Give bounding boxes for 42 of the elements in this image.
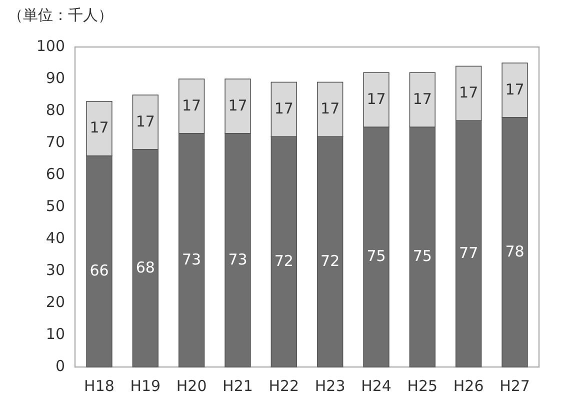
data-label: 17 xyxy=(228,96,248,114)
x-tick-label: H19 xyxy=(130,377,161,395)
data-label: 75 xyxy=(412,247,432,266)
data-label: 17 xyxy=(412,90,432,108)
data-label: 17 xyxy=(90,118,109,137)
data-label: 17 xyxy=(320,99,340,118)
y-tick-label: 40 xyxy=(46,229,65,248)
y-tick-label: 70 xyxy=(46,133,65,152)
x-tick-label: H20 xyxy=(176,377,207,395)
y-tick-label: 0 xyxy=(55,357,65,376)
data-label: 17 xyxy=(182,96,202,114)
y-tick-label: 30 xyxy=(46,261,65,280)
data-label: 72 xyxy=(274,252,294,270)
data-label: 17 xyxy=(366,90,386,108)
data-label: 68 xyxy=(136,258,155,276)
data-label: 66 xyxy=(90,261,109,280)
data-label: 17 xyxy=(274,99,294,118)
x-tick-label: H24 xyxy=(361,377,392,395)
data-label: 75 xyxy=(366,247,386,266)
x-tick-label: H25 xyxy=(407,377,438,395)
y-axis-title: （単位：千人） xyxy=(8,6,113,24)
x-tick-label: H27 xyxy=(500,377,530,395)
x-tick-label: H21 xyxy=(222,377,253,395)
data-label: 17 xyxy=(459,83,478,102)
x-tick-label: H23 xyxy=(314,377,346,395)
y-tick-label: 80 xyxy=(46,101,65,120)
data-label: 73 xyxy=(182,250,202,268)
data-label: 73 xyxy=(228,250,248,268)
y-tick-label: 60 xyxy=(46,165,65,184)
data-label: 72 xyxy=(320,252,340,270)
y-tick-label: 100 xyxy=(36,37,65,56)
y-tick-label: 10 xyxy=(46,325,65,344)
data-label: 78 xyxy=(505,242,524,260)
x-tick-label: H22 xyxy=(268,377,300,395)
data-label: 17 xyxy=(505,80,524,98)
data-label: 17 xyxy=(136,112,155,130)
y-tick-label: 50 xyxy=(46,197,65,216)
x-tick-label: H18 xyxy=(84,377,114,395)
y-tick-label: 20 xyxy=(46,293,65,312)
x-tick-label: H26 xyxy=(453,377,484,395)
y-tick-label: 90 xyxy=(46,69,65,88)
data-label: 77 xyxy=(459,244,478,262)
